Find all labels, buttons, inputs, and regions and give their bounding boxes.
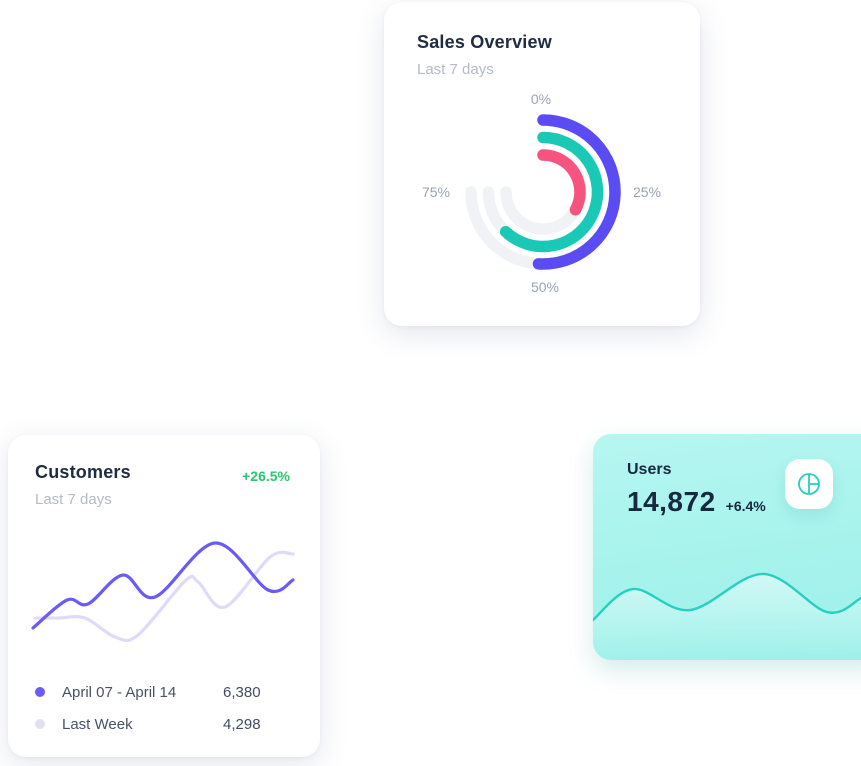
sales-card-subtitle: Last 7 days [417, 61, 494, 78]
users-card-title: Users [627, 461, 672, 478]
customers-card: Customers +26.5% Last 7 days April 07 - … [8, 435, 320, 757]
customers-card-title: Customers [35, 462, 131, 482]
users-value: 14,872 [627, 486, 716, 517]
legend-value: 6,380 [223, 683, 261, 701]
legend-label: Last Week [62, 715, 133, 733]
sales-card-title: Sales Overview [417, 32, 552, 52]
gauge-label-0: 0% [531, 91, 551, 107]
customers-change-badge: +26.5% [242, 468, 290, 484]
legend-dot-last-week [35, 719, 45, 729]
sales-overview-card: Sales Overview Last 7 days 0% 25% 50% 75… [384, 2, 700, 326]
legend-label: April 07 - April 14 [62, 683, 177, 701]
users-card: Users 14,872 +6.4% [593, 434, 861, 660]
sales-gauge-chart: 0% 25% 50% 75% [422, 91, 661, 295]
legend-item-last-week: Last Week 4,298 [35, 714, 290, 734]
sales-card-header: Sales Overview Last 7 days [384, 2, 700, 78]
users-value-row: 14,872 +6.4% [627, 486, 861, 518]
pie-chart-button[interactable] [785, 459, 833, 509]
gauge-label-50: 50% [531, 279, 559, 295]
gauge-label-75: 75% [422, 184, 450, 200]
legend-value: 4,298 [223, 715, 261, 733]
customers-card-header: Customers +26.5% Last 7 days [8, 435, 320, 508]
legend-dot-current-week [35, 687, 45, 697]
customers-card-subtitle: Last 7 days [35, 491, 112, 508]
gauge-label-25: 25% [633, 184, 661, 200]
customers-line-chart [31, 541, 295, 643]
legend-item-current-week: April 07 - April 14 6,380 [35, 682, 290, 702]
pie-chart-icon [798, 473, 820, 495]
users-change-badge: +6.4% [725, 498, 766, 514]
